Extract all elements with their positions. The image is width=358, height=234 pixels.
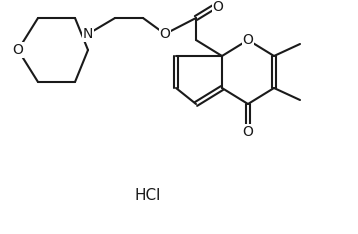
Text: HCl: HCl xyxy=(135,187,161,202)
Text: O: O xyxy=(213,0,223,14)
Text: N: N xyxy=(83,27,93,41)
Text: O: O xyxy=(243,33,253,47)
Text: O: O xyxy=(160,27,170,41)
Text: O: O xyxy=(243,125,253,139)
Text: O: O xyxy=(13,43,23,57)
